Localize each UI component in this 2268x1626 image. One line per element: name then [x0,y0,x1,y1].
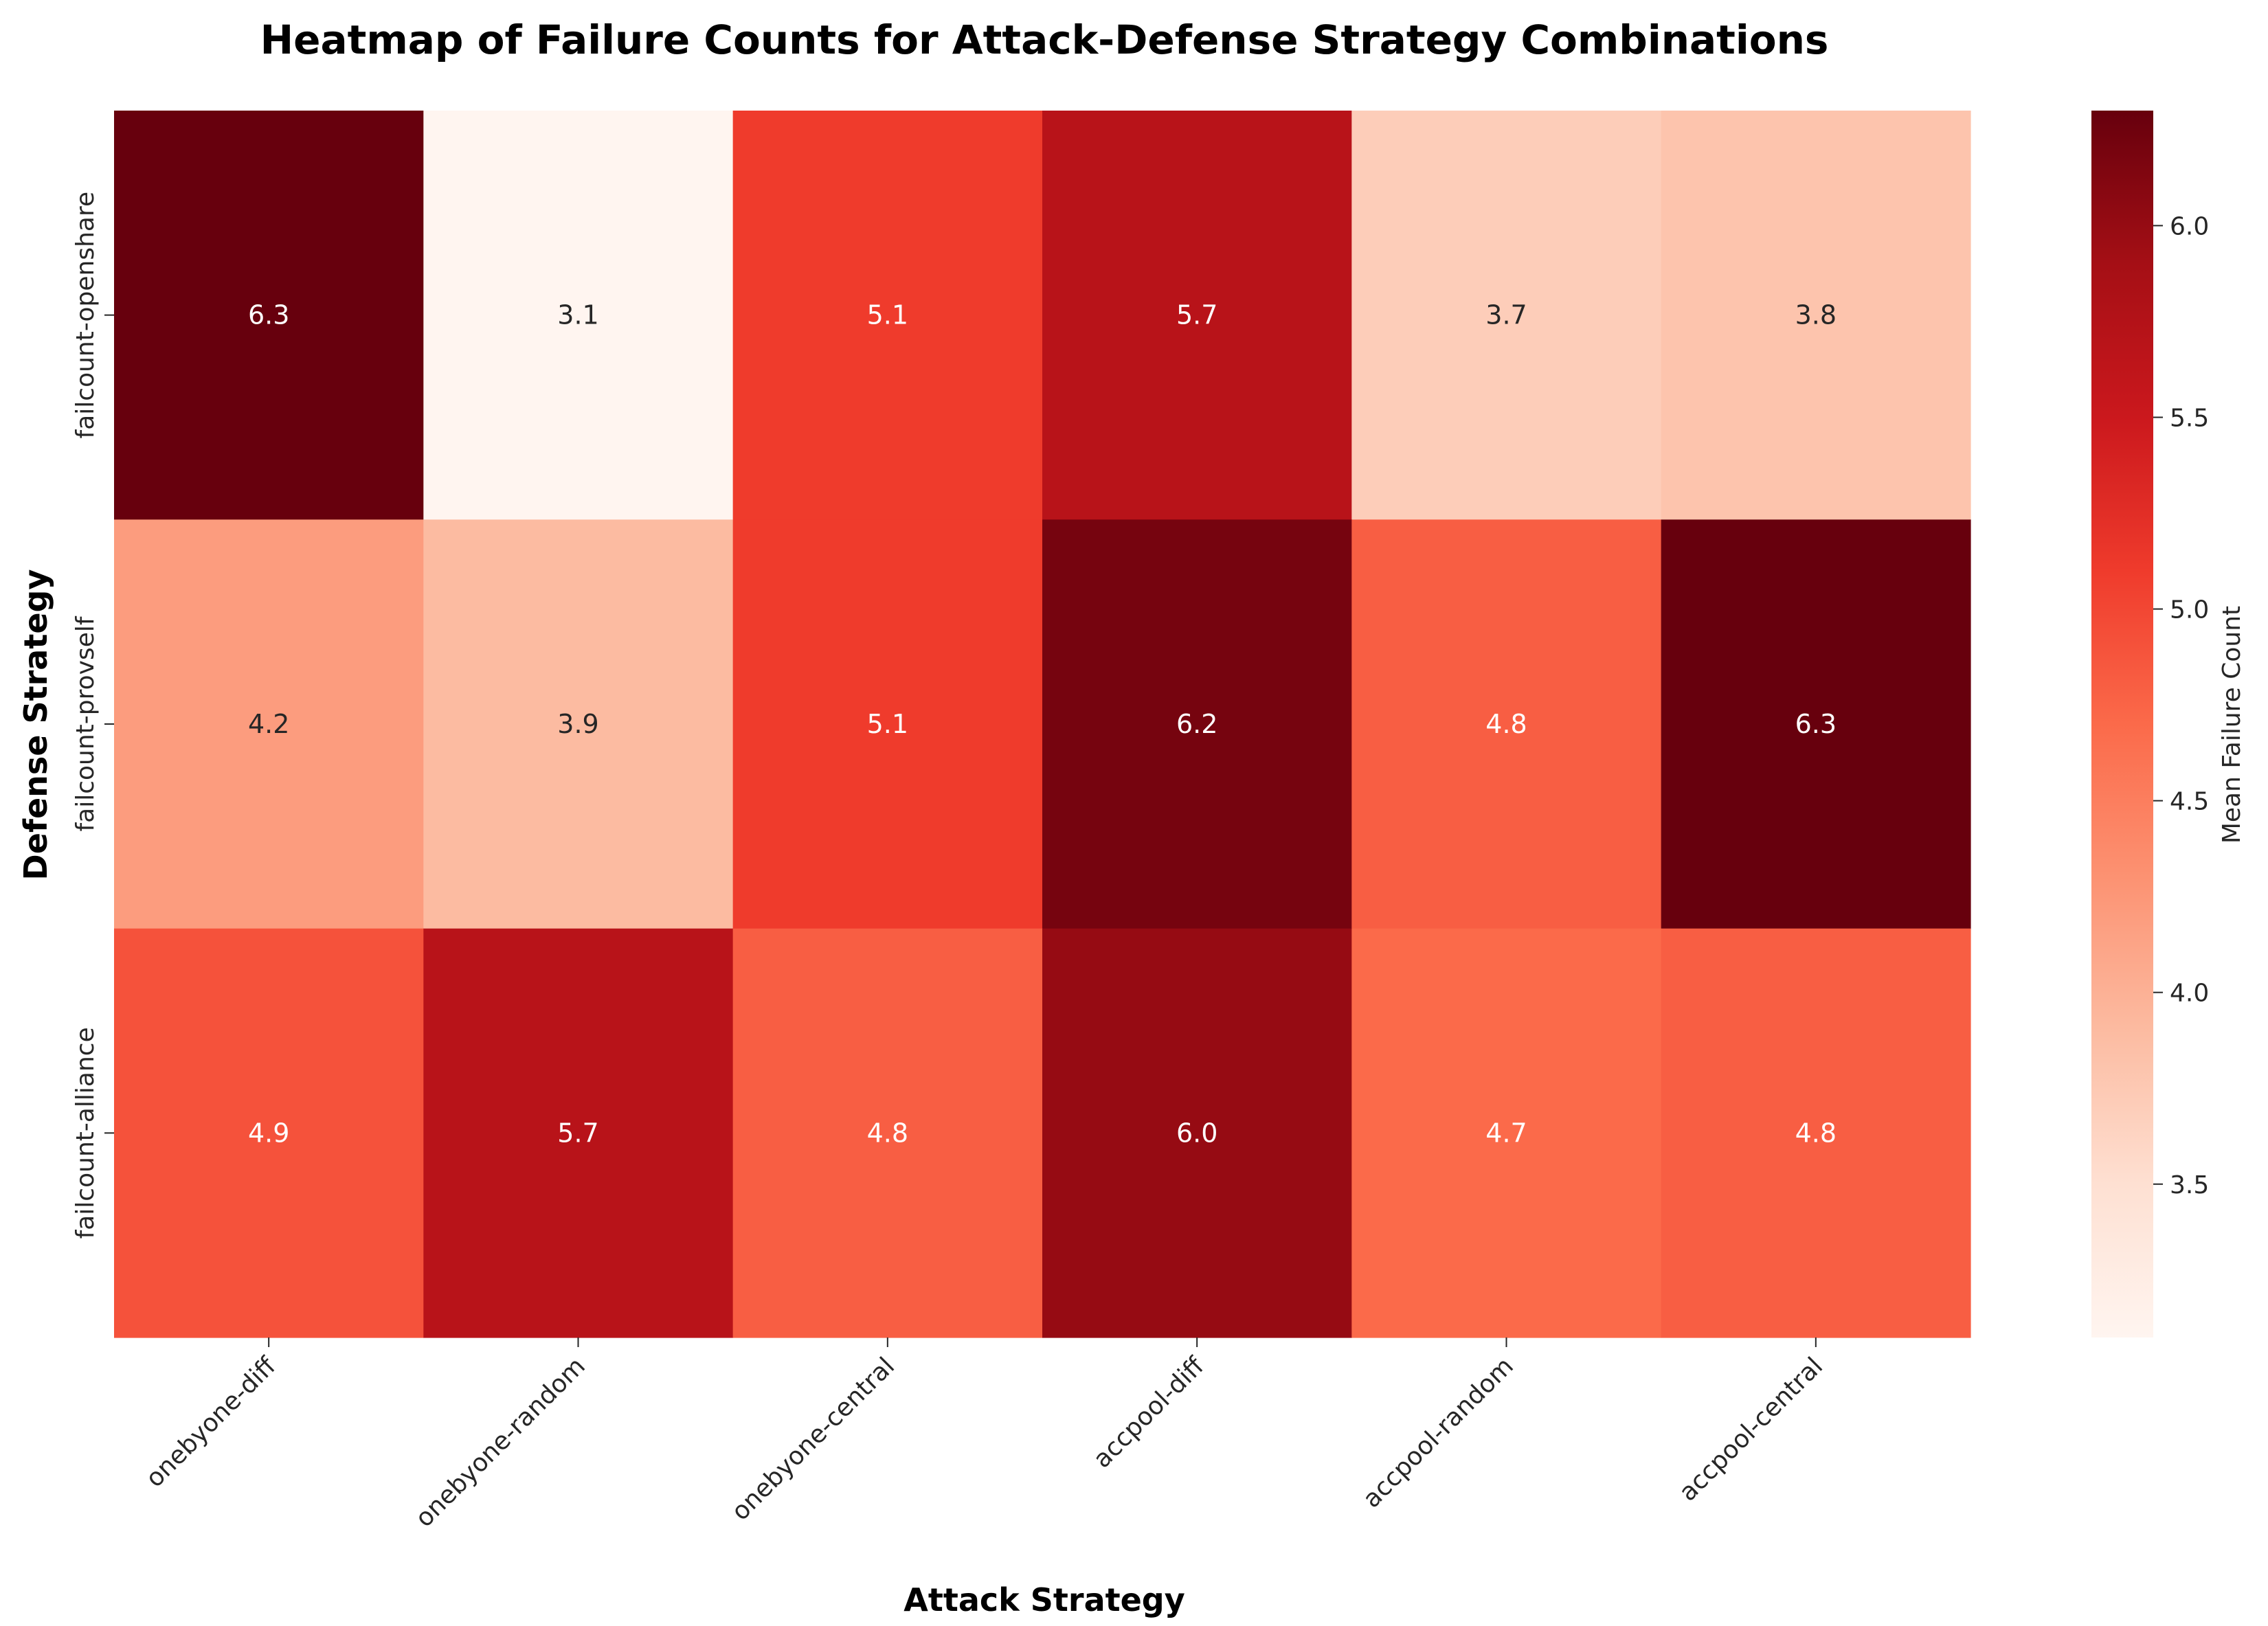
colorbar-tick-label-1: 4.0 [2170,980,2209,1008]
heatmap-cell-r2-c3 [1042,928,1352,1338]
colorbar-tick-label-0: 3.5 [2170,1171,2209,1199]
cell-value-r2-c5: 4.8 [1795,1118,1837,1148]
cell-value-r1-c3: 6.2 [1176,709,1217,739]
colorbar-gradient [2091,111,2153,1337]
cell-value-r2-c4: 4.7 [1485,1118,1527,1148]
cell-value-r0-c5: 3.8 [1795,300,1837,330]
cell-value-r1-c1: 3.9 [557,709,598,739]
heatmap-cell-r1-c3 [1042,519,1352,929]
heatmap-cell-r2-c5 [1661,928,1971,1338]
colorbar-tick-label-3: 5.0 [2170,596,2209,624]
heatmap-cell-r2-c0 [114,928,424,1338]
heatmap-cell-r1-c5 [1661,519,1971,929]
colorbar-label: Mean Failure Count [2218,606,2246,844]
y-tick-label-0: failcount-openshare [71,192,100,439]
cell-value-r0-c2: 5.1 [867,300,908,330]
cell-value-r2-c3: 6.0 [1176,1118,1217,1148]
heatmap-cells [114,111,1971,1338]
heatmap-cell-r1-c4 [1351,519,1662,929]
y-tick-label-1: failcount-provself [71,616,100,831]
heatmap-cell-r2-c2 [732,928,1043,1338]
cell-value-r1-c5: 6.3 [1795,709,1837,739]
cell-value-r0-c1: 3.1 [557,300,598,330]
colorbar-tick-label-2: 4.5 [2170,788,2209,816]
x-axis-label: Attack Strategy [903,1581,1184,1618]
cell-value-r1-c2: 5.1 [867,709,908,739]
x-tick-label-3: accpool-diff [1088,1352,1211,1474]
heatmap-cell-r0-c5 [1661,111,1971,520]
x-tick-label-5: accpool-central [1674,1352,1828,1506]
heatmap-cell-r1-c0 [114,519,424,929]
heatmap-cell-r0-c3 [1042,111,1352,520]
cell-value-r2-c1: 5.7 [557,1118,598,1148]
cell-value-r1-c4: 4.8 [1485,709,1527,739]
heatmap-cell-r0-c4 [1351,111,1662,520]
cell-value-r1-c0: 4.2 [248,709,289,739]
heatmap-cell-r0-c1 [423,111,734,520]
x-axis-ticks: onebyone-diff onebyone-random onebyone-cen… [141,1337,1828,1533]
colorbar-tick-label-5: 6.0 [2170,212,2209,240]
colorbar-ticks: 3.5 4.0 4.5 5.0 5.5 6.0 [2153,212,2209,1199]
colorbar-tick-label-4: 5.5 [2170,405,2209,433]
cell-value-r2-c0: 4.9 [248,1118,289,1148]
heatmap-cell-labels: 6.3 3.1 5.1 5.7 3.7 3.8 4.2 3.9 5.1 6.2 4.8 6.3 4.9 5… [248,300,1837,1149]
heatmap-cell-r2-c1 [423,928,734,1338]
cell-value-r0-c0: 6.3 [248,300,289,330]
y-axis-label: Defense Strategy [17,569,54,881]
y-axis-ticks: failcount-openshare failcount-provself fai… [71,192,114,1239]
chart-title: Heatmap of Failure Counts for Attack-Def… [260,16,1829,63]
x-tick-label-2: onebyone-central [726,1352,900,1526]
x-tick-label-0: onebyone-diff [141,1352,282,1493]
heatmap-cell-r2-c4 [1351,928,1662,1338]
heatmap-cell-r0-c0 [114,111,424,520]
cell-value-r0-c3: 5.7 [1176,300,1217,330]
x-tick-label-4: accpool-random [1358,1352,1519,1513]
heatmap-cell-r0-c2 [732,111,1043,520]
colorbar: 3.5 4.0 4.5 5.0 5.5 6.0 Mean Failure Count [2091,111,2246,1337]
heatmap-cell-r1-c1 [423,519,734,929]
cell-value-r0-c4: 3.7 [1485,300,1527,330]
y-tick-label-2: failcount-alliance [71,1027,100,1239]
cell-value-r2-c2: 4.8 [867,1118,908,1148]
x-tick-label-1: onebyone-random [410,1352,591,1533]
heatmap-cell-r1-c2 [732,519,1043,929]
